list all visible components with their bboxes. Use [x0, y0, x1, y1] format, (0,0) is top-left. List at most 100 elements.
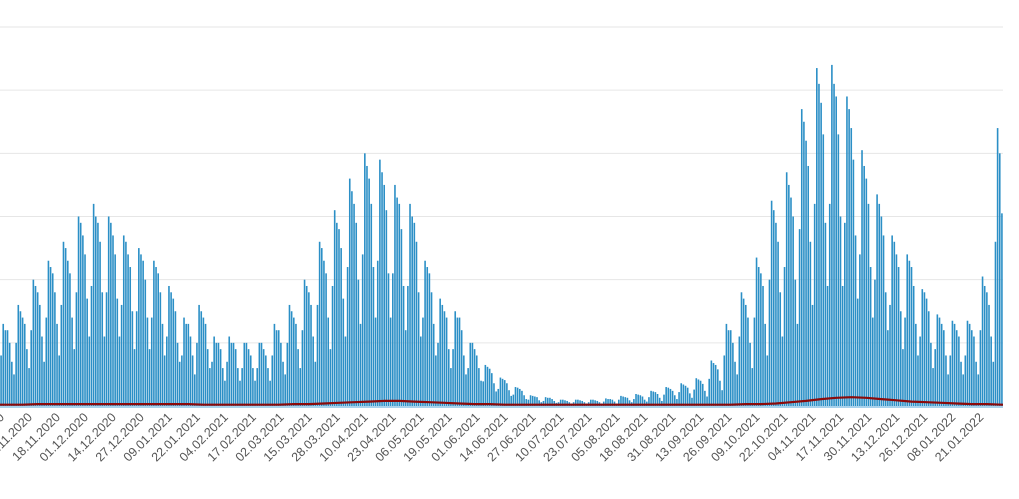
- bar: [217, 342, 220, 406]
- bar: [772, 210, 775, 406]
- bar: [927, 311, 930, 406]
- bar: [667, 387, 670, 406]
- bar: [596, 400, 599, 406]
- bar: [736, 374, 738, 406]
- bar: [153, 260, 155, 406]
- bar: [958, 336, 960, 406]
- bar: [656, 394, 659, 406]
- bar: [256, 368, 259, 406]
- bar: [488, 368, 491, 406]
- bar: [721, 390, 723, 406]
- bar: [983, 285, 986, 406]
- bar: [265, 355, 267, 406]
- bar: [930, 342, 932, 406]
- bar: [209, 368, 211, 406]
- bar: [320, 248, 323, 406]
- bar: [13, 374, 15, 406]
- bar: [323, 260, 325, 406]
- bar: [112, 235, 114, 406]
- bar: [228, 336, 231, 406]
- bar: [923, 292, 926, 406]
- bar: [747, 317, 749, 406]
- bar: [953, 323, 956, 406]
- bar: [103, 336, 106, 406]
- bar: [239, 380, 241, 406]
- bar: [734, 361, 736, 406]
- bar: [277, 330, 280, 406]
- bar: [661, 400, 663, 406]
- bar: [902, 349, 904, 406]
- bar: [364, 153, 366, 406]
- bar: [478, 368, 480, 406]
- bar: [56, 323, 58, 406]
- bar: [241, 368, 243, 406]
- bar: [116, 298, 119, 406]
- bar: [398, 203, 401, 406]
- bar: [325, 273, 327, 406]
- bar: [562, 399, 564, 406]
- bar: [463, 355, 465, 406]
- bar: [86, 298, 88, 406]
- bar: [185, 323, 187, 406]
- bar: [669, 388, 672, 406]
- bar: [82, 235, 84, 406]
- bar: [372, 267, 375, 406]
- bar: [54, 292, 56, 406]
- bar: [359, 323, 362, 406]
- bar: [717, 369, 719, 406]
- bar: [783, 267, 786, 406]
- bar: [512, 394, 515, 406]
- bar: [471, 342, 474, 406]
- bar: [491, 373, 493, 406]
- bar: [340, 248, 342, 406]
- x-axis-tick-labels: 23.10.202005.11.202018.11.202001.12.2020…: [0, 410, 986, 464]
- bar: [131, 311, 134, 406]
- bar: [301, 330, 304, 406]
- bar: [312, 336, 314, 406]
- bar: [525, 399, 528, 406]
- bar: [445, 317, 448, 406]
- bar: [779, 292, 782, 406]
- bar: [904, 317, 906, 406]
- bar: [252, 368, 254, 406]
- bar: [99, 241, 101, 406]
- bar: [353, 203, 355, 406]
- bar: [609, 399, 611, 406]
- bar: [594, 400, 596, 406]
- bar: [336, 222, 338, 406]
- bar: [529, 395, 532, 406]
- bar: [198, 304, 200, 406]
- bar: [800, 109, 803, 407]
- bar: [458, 317, 461, 406]
- bar: [23, 323, 26, 406]
- bar: [118, 336, 121, 406]
- bar: [8, 342, 11, 406]
- bar: [215, 342, 218, 406]
- bar: [611, 399, 614, 406]
- bar: [925, 298, 928, 406]
- bar: [415, 241, 418, 406]
- bar: [824, 222, 827, 406]
- bar: [271, 355, 274, 406]
- bar: [45, 317, 48, 406]
- bar: [818, 83, 820, 406]
- bar: [376, 260, 379, 406]
- bar: [211, 361, 213, 406]
- bar: [742, 298, 745, 406]
- bar: [120, 304, 123, 406]
- bar: [891, 235, 893, 406]
- bar: [49, 267, 52, 406]
- bar: [443, 311, 446, 406]
- bar: [682, 384, 685, 406]
- line-series: [0, 396, 1003, 406]
- bar: [206, 349, 209, 406]
- bar: [816, 68, 818, 406]
- bar: [684, 385, 687, 406]
- bar: [51, 273, 54, 406]
- bar: [831, 64, 833, 407]
- bar: [41, 336, 43, 406]
- bar: [785, 172, 788, 406]
- bar: [998, 153, 1001, 406]
- bar: [766, 355, 769, 406]
- bar: [673, 395, 676, 406]
